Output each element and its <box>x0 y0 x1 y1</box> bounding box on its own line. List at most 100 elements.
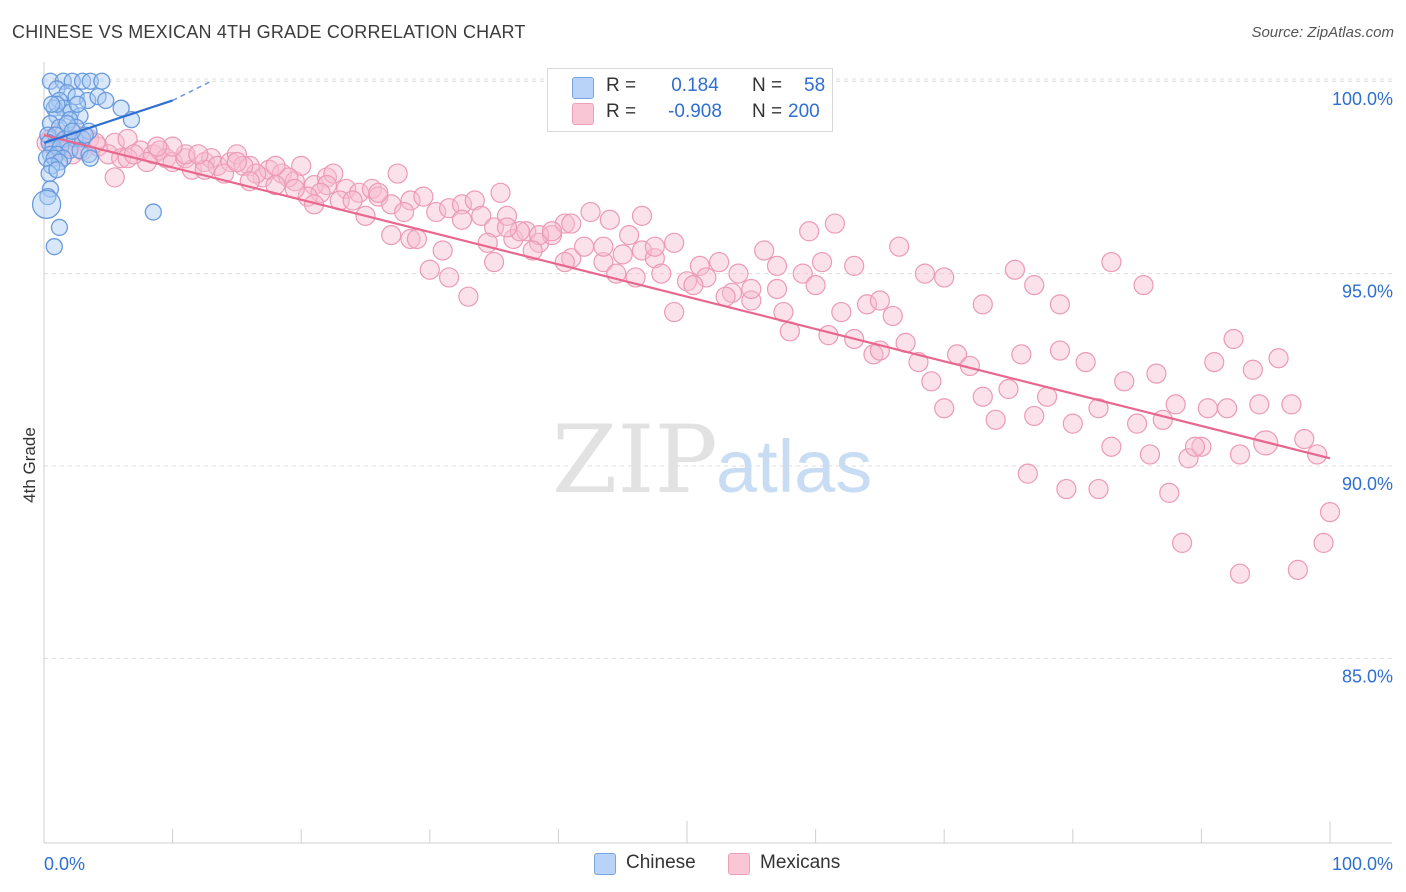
mexican-point <box>1101 436 1122 457</box>
mexican-point <box>419 259 440 280</box>
mexicans-r-label: R = <box>606 101 637 122</box>
axes <box>43 62 1392 844</box>
chinese-point <box>81 149 99 167</box>
chinese-trend-line <box>43 99 173 144</box>
mexican-point <box>696 267 717 288</box>
mexican-point <box>1088 478 1109 500</box>
mexican-point <box>599 209 620 230</box>
mexican-point <box>522 240 543 261</box>
mexican-point <box>1268 348 1289 369</box>
mexican-point <box>914 263 936 284</box>
mexican-point <box>1197 398 1218 419</box>
mexican-point <box>413 186 434 207</box>
y-tick-label: 100.0% <box>1332 89 1393 109</box>
mexican-point <box>721 282 743 303</box>
mexican-point <box>458 286 479 307</box>
mexican-point <box>1242 359 1263 380</box>
chinese-swatch <box>572 77 594 99</box>
mexican-point <box>631 240 653 261</box>
mexican-point <box>1319 502 1341 523</box>
mexican-point <box>709 251 730 273</box>
mexican-point <box>844 255 865 277</box>
x-tick-label-left: 0.0% <box>44 854 85 874</box>
chinese-r-label: R = <box>606 75 637 96</box>
mexican-point <box>1281 394 1302 415</box>
mexican-point <box>1152 409 1173 430</box>
mexican-point <box>831 301 852 323</box>
mexican-point <box>1294 428 1315 450</box>
mexican-point <box>1249 394 1270 415</box>
mexican-point <box>1146 363 1167 384</box>
mexican-point <box>400 228 421 250</box>
mexican-point <box>516 221 537 242</box>
mexican-point <box>1139 444 1161 465</box>
chinese-n-value: 58 <box>804 75 826 96</box>
y-tick-label: 85.0% <box>1342 666 1393 686</box>
mexican-point <box>619 225 640 246</box>
mexican-point <box>284 171 305 192</box>
mexican-point <box>805 275 826 296</box>
mexicans-legend-label: Mexicans <box>760 852 841 873</box>
mexican-point <box>934 398 955 419</box>
chinese-legend-swatch <box>594 853 616 875</box>
mexican-point <box>1017 463 1038 484</box>
mexican-point <box>1049 294 1071 315</box>
mexican-point <box>1088 398 1109 419</box>
mexican-point <box>226 151 247 173</box>
mexican-point <box>856 294 878 315</box>
mexican-point <box>1313 532 1334 554</box>
y-tick-label: 90.0% <box>1342 474 1393 494</box>
mexican-point <box>908 351 929 373</box>
mexican-point <box>1217 398 1238 419</box>
mexican-point <box>147 136 168 157</box>
mexican-point <box>104 167 125 188</box>
chinese-point <box>97 91 115 110</box>
mexican-point <box>689 255 710 277</box>
mexican-point <box>426 201 447 223</box>
mexican-point <box>1165 394 1186 415</box>
mexican-point <box>664 301 685 323</box>
mexican-point <box>541 221 563 242</box>
mexican-point <box>1075 351 1096 373</box>
chart-title: CHINESE VS MEXICAN 4TH GRADE CORRELATION… <box>12 22 526 42</box>
mexican-point <box>464 190 485 211</box>
mexican-point <box>432 240 453 261</box>
mexicans-n-label: N = <box>752 101 783 122</box>
mexicans-legend-swatch <box>728 853 750 875</box>
mexican-point <box>1114 371 1135 392</box>
mexican-point <box>496 205 518 226</box>
mexican-point <box>451 194 473 215</box>
mexican-point <box>1133 275 1154 296</box>
y-axis-title: 4th Grade <box>20 427 39 503</box>
mexican-point <box>580 201 601 223</box>
mexican-point <box>818 325 839 346</box>
mexican-point <box>509 221 530 242</box>
mexican-point <box>226 144 247 165</box>
chinese-point <box>79 91 97 110</box>
chinese-point <box>31 189 62 219</box>
mexican-point <box>278 167 299 188</box>
mexican-point <box>824 213 845 234</box>
chinese-point <box>45 238 63 256</box>
mexican-point <box>651 263 672 284</box>
mexican-point <box>799 221 820 242</box>
chinese-point <box>50 218 69 237</box>
mexican-point <box>1101 251 1122 273</box>
mexican-point <box>188 144 209 165</box>
chinese-point <box>144 203 162 221</box>
mexican-point <box>554 213 575 234</box>
mexican-point <box>1024 405 1045 427</box>
mexican-point <box>728 263 749 284</box>
mexican-point <box>310 182 331 203</box>
mexican-point <box>921 371 942 392</box>
watermark: ZIP atlas <box>552 406 872 515</box>
chinese-point <box>48 161 66 179</box>
watermark-zip: ZIP <box>552 406 718 515</box>
mexican-point <box>1204 351 1225 373</box>
mexican-point <box>265 155 286 176</box>
mexican-point <box>393 201 415 223</box>
chinese-trend-extension <box>172 80 212 102</box>
mexican-point <box>1004 259 1026 280</box>
mexican-point <box>741 290 762 311</box>
